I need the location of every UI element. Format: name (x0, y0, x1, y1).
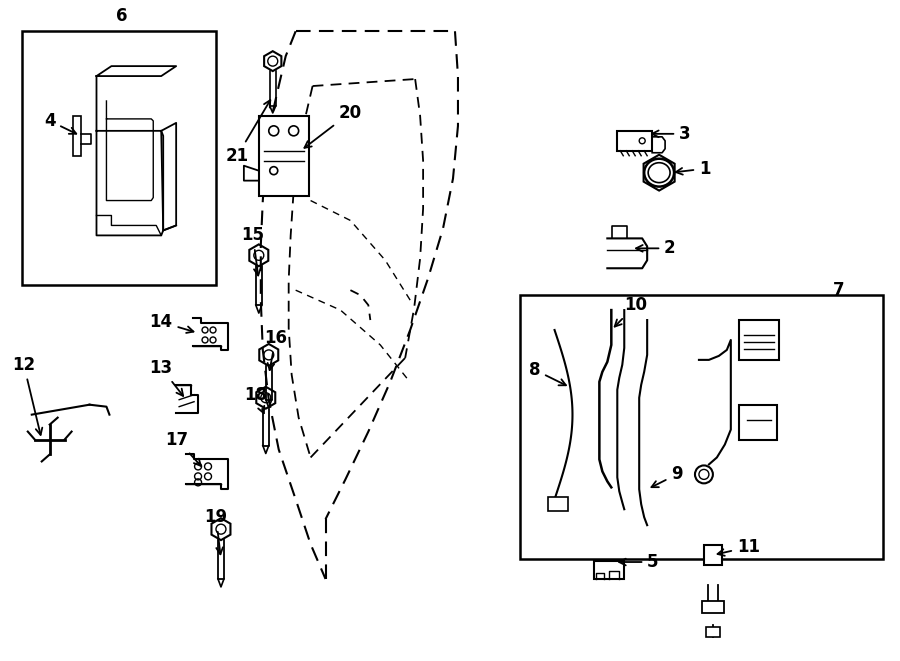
Text: 20: 20 (304, 104, 362, 148)
Bar (519, 295, 883, 559)
Ellipse shape (644, 159, 674, 186)
Text: 13: 13 (149, 359, 184, 396)
Ellipse shape (648, 163, 670, 182)
Text: 6: 6 (115, 7, 127, 25)
Bar (706, 627, 720, 637)
Bar (739, 405, 777, 440)
Text: 18: 18 (244, 386, 267, 413)
Text: 9: 9 (652, 465, 683, 487)
Text: 12: 12 (13, 356, 42, 435)
Text: 8: 8 (529, 361, 566, 385)
Text: 2: 2 (636, 239, 676, 257)
Bar (547, 497, 568, 511)
Text: 16: 16 (265, 329, 287, 370)
Text: 15: 15 (241, 227, 265, 276)
Bar (739, 320, 778, 360)
Text: 4: 4 (44, 112, 76, 134)
Text: 10: 10 (615, 296, 647, 327)
FancyBboxPatch shape (259, 116, 309, 196)
Text: 5: 5 (619, 553, 659, 571)
Text: 19: 19 (204, 508, 228, 555)
Bar (594, 561, 625, 579)
Bar (702, 601, 724, 613)
Text: 14: 14 (149, 313, 194, 333)
Text: 7: 7 (832, 281, 844, 299)
Bar (22, 31, 216, 285)
Text: 11: 11 (717, 538, 760, 556)
Bar (73, 116, 81, 156)
Text: 1: 1 (676, 160, 710, 178)
Text: 21: 21 (226, 100, 270, 165)
Text: 17: 17 (166, 430, 201, 466)
Bar (617, 131, 652, 151)
Bar (704, 545, 722, 565)
Text: 3: 3 (652, 125, 690, 143)
